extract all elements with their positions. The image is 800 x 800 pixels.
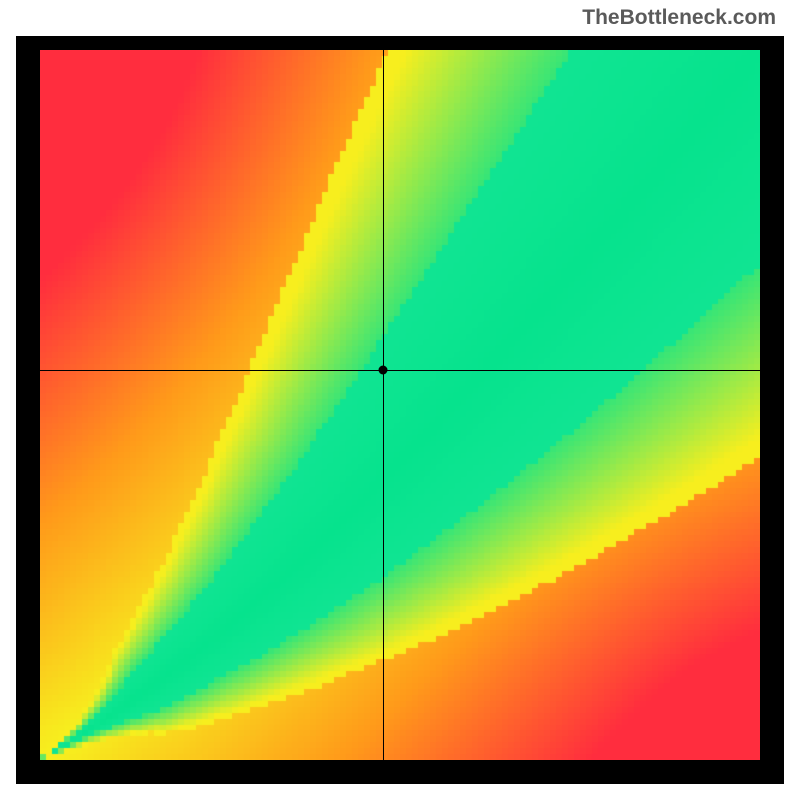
chart-outer-frame bbox=[16, 36, 784, 784]
crosshair-dot bbox=[378, 366, 387, 375]
watermark-text: TheBottleneck.com bbox=[582, 6, 776, 30]
crosshair-horizontal bbox=[40, 370, 760, 371]
crosshair-vertical bbox=[383, 50, 384, 760]
bottleneck-heatmap bbox=[40, 50, 760, 760]
